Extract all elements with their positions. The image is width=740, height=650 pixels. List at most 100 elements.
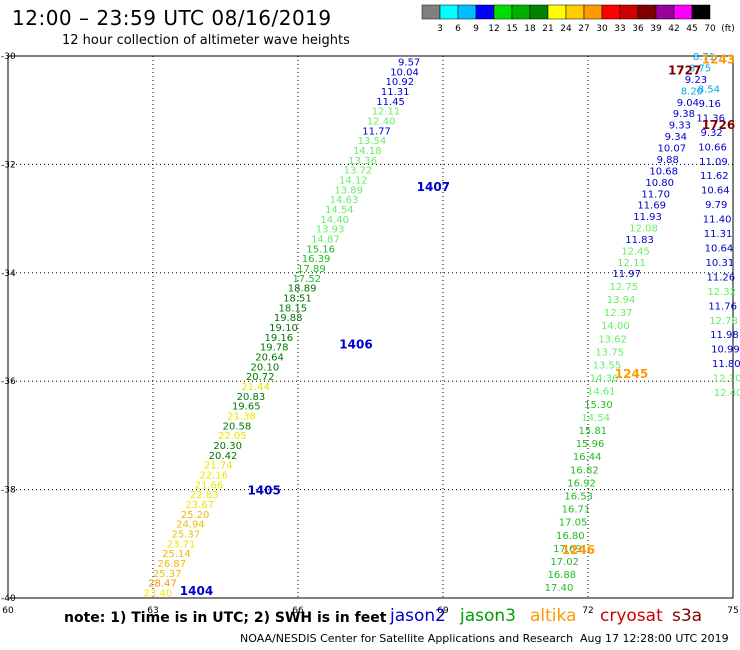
colorbar-label: 30 (596, 24, 608, 34)
wave-height-value: 12.40 (367, 116, 396, 127)
wave-height-value: 12.40 (714, 388, 740, 399)
mission-cryosat: cryosat (600, 606, 663, 626)
wave-height-value: 20.58 (223, 421, 252, 432)
credit-line: NOAA/NESDIS Center for Satellite Applica… (240, 632, 574, 645)
pass-time-label: 1727 (668, 64, 701, 78)
wave-height-value: 25.20 (181, 510, 210, 521)
wave-height-value: 11.98 (710, 330, 739, 341)
wave-height-value: 12.11 (372, 107, 401, 118)
wave-height-value: 16.80 (556, 531, 585, 542)
wave-height-value: 9.79 (705, 200, 727, 211)
colorbar-label: 45 (686, 24, 697, 34)
wave-height-value: 22.83 (190, 490, 219, 501)
pass-time-label: 1406 (339, 337, 372, 351)
wave-height-value: 9.16 (699, 99, 721, 110)
mission-s3a: s3a (672, 606, 703, 626)
wave-height-value: 10.07 (657, 144, 686, 155)
wave-height-value: 15.96 (576, 439, 605, 450)
wave-height-value: 19.65 (232, 402, 261, 413)
wave-height-value: 14.18 (353, 146, 382, 157)
wave-height-value: 13.75 (595, 347, 624, 358)
wave-height-value: 20.83 (237, 392, 266, 403)
y-tick-label: -36 (1, 377, 16, 387)
wave-height-value: 21.74 (204, 461, 233, 472)
colorbar-label: 42 (668, 24, 679, 34)
wave-height-value: 21.38 (227, 412, 256, 423)
wave-height-value: 15.30 (584, 400, 613, 411)
x-tick-label: 66 (292, 606, 304, 616)
colorbar-swatch (619, 4, 639, 20)
wave-height-value: 16.71 (562, 505, 591, 516)
x-tick-label: 63 (147, 606, 158, 616)
wave-height-value: 11.40 (703, 215, 732, 226)
wave-height-value: 17.40 (545, 583, 574, 594)
axis-ticks: 60 63 66 69 72 75 -30 -32 -34 -36 -38 -40 (1, 52, 739, 616)
pass-time-label: 1245 (615, 367, 648, 381)
wave-height-value: 21.44 (241, 382, 270, 393)
wave-height-value: 11.70 (641, 189, 670, 200)
wave-height-value: 11.26 (706, 272, 735, 283)
wave-height-value: 16.39 (302, 254, 331, 265)
wave-height-value: 25.14 (162, 549, 191, 560)
colorbar-swatch (601, 4, 621, 20)
colorbar-swatch (673, 4, 693, 20)
colorbar-swatch (439, 4, 459, 20)
wave-height-value: 14.61 (587, 387, 616, 398)
wave-height-value: 22.16 (199, 471, 228, 482)
wave-height-value: 12.78 (709, 316, 738, 327)
wave-height-value: 10.64 (705, 244, 734, 255)
wave-height-value: 11.62 (700, 171, 729, 182)
wave-height-value: 16.88 (547, 570, 576, 581)
colorbar-swatch (493, 4, 513, 20)
wave-height-value: 11.80 (712, 359, 740, 370)
colorbar-label: 24 (560, 24, 572, 34)
colorbar-swatch (565, 4, 585, 20)
y-tick-label: -38 (1, 486, 16, 496)
wave-height-value: 19.16 (265, 333, 294, 344)
grid-lines (8, 56, 733, 598)
wave-height-value: 14.12 (339, 175, 368, 186)
wave-height-value: 8.20 (681, 86, 703, 97)
wave-height-value: 24.94 (176, 520, 205, 531)
wave-height-value: 8.75 (689, 63, 711, 74)
wave-height-value: 20.30 (213, 441, 242, 452)
wave-height-value: 11.45 (376, 97, 405, 108)
wave-height-value: 11.77 (362, 126, 391, 137)
wave-height-value: 23.67 (185, 500, 214, 511)
colorbar-swatch (421, 4, 441, 20)
wave-height-value: 11.31 (381, 87, 410, 98)
wave-height-value: 25.37 (171, 530, 200, 541)
mission-jason3: jason3 (460, 606, 516, 626)
wave-height-value: 19.88 (274, 313, 303, 324)
colorbar-swatch (583, 4, 603, 20)
colorbar-swatch (637, 4, 657, 20)
colorbar-swatch (529, 4, 549, 20)
colorbar-swatch (475, 4, 495, 20)
wave-height-value: 11.36 (696, 113, 725, 124)
wave-height-value: 14.54 (581, 413, 610, 424)
wave-height-value: 14.40 (320, 215, 349, 226)
x-tick-label: 72 (582, 606, 593, 616)
wave-height-value: 17.89 (297, 264, 326, 275)
colorbar-label: 27 (578, 24, 589, 34)
colorbar-swatch (457, 4, 477, 20)
wave-height-value: 9.33 (669, 121, 691, 132)
wave-height-value: 9.57 (398, 57, 420, 68)
pass-time-label: 1726 (702, 118, 735, 132)
wave-height-value: 8.71 (693, 52, 715, 63)
pass-time-label: 1407 (417, 180, 450, 194)
wave-height-value: 21.66 (195, 480, 224, 491)
wave-height-value: 13.55 (593, 360, 622, 371)
colorbar-label: 12 (488, 24, 499, 34)
wave-height-value: 19.10 (269, 323, 298, 334)
wave-height-value: 9.23 (685, 75, 707, 86)
wave-height-value: 13.36 (348, 156, 377, 167)
wave-height-value: 11.31 (704, 229, 733, 240)
colorbar-label: 3 (437, 24, 443, 34)
colorbar-label: 70 (704, 24, 716, 34)
colorbar-label: 6 (455, 24, 461, 34)
colorbar-swatch (547, 4, 567, 20)
wave-height-value: 17.02 (550, 557, 579, 568)
x-tick-label: 75 (727, 606, 738, 616)
